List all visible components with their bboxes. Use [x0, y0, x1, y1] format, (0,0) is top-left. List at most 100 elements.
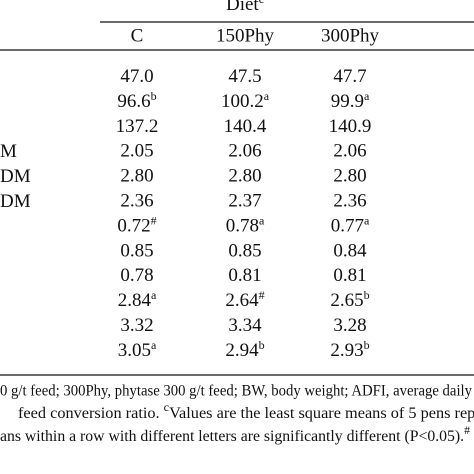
cell-value: 47.7 — [333, 66, 366, 87]
cell: 2.93b — [330, 338, 369, 362]
cell-value: 47.5 — [228, 66, 261, 87]
superscript: a — [264, 89, 270, 103]
cell-value: 2.64 — [225, 290, 259, 311]
row-label: DM — [0, 191, 31, 212]
superscript: b — [364, 288, 370, 302]
cell: 2.84a — [118, 288, 157, 312]
cell: 2.94b — [225, 338, 264, 362]
footnote: 0 g/t feed; 300Phy, phytase 300 g/t feed… — [0, 383, 472, 400]
cell: 0.81 — [333, 266, 366, 287]
cell-value: 0.78 — [120, 266, 153, 287]
cell: 0.81 — [228, 266, 261, 287]
cell-value: 137.2 — [116, 116, 159, 137]
superscript: b — [151, 89, 157, 103]
cell-value: 2.93 — [330, 340, 363, 361]
column-header: C — [131, 25, 144, 46]
cell-value: 0.81 — [228, 266, 261, 287]
column-header: 150Phy — [216, 25, 275, 46]
superscript: # — [464, 423, 470, 437]
cell: 2.65b — [330, 288, 369, 312]
cell-value: 2.37 — [228, 191, 261, 212]
cell: 100.2a — [221, 89, 270, 113]
superscript: c — [164, 400, 169, 414]
cell-value: 2.36 — [333, 191, 366, 212]
cell: 47.5 — [228, 66, 261, 87]
superscript: a — [364, 213, 370, 227]
cell-value: 0.81 — [333, 266, 366, 287]
cell: 2.05 — [120, 141, 153, 162]
cell: 0.84 — [333, 241, 367, 262]
cell-value: 2.06 — [333, 141, 366, 162]
cell: 2.36 — [333, 191, 366, 212]
cell: 0.85 — [120, 241, 153, 262]
footnote-text: ans within a row with different letters … — [0, 428, 464, 445]
footnote-text: Values are the least square means of 5 p… — [169, 405, 474, 422]
cell-value: 0.77 — [331, 216, 364, 237]
column-header: 300Phy — [321, 25, 380, 46]
cell: 0.85 — [228, 241, 261, 262]
cell-value: 96.6 — [117, 91, 150, 112]
cell: 140.9 — [329, 116, 372, 137]
superscript: # — [259, 288, 265, 302]
cell: 2.80 — [333, 166, 366, 187]
superscript: a — [364, 89, 370, 103]
group-header: Dietc — [226, 0, 264, 15]
cell-value: 3.34 — [228, 315, 262, 336]
superscript: # — [151, 213, 157, 227]
cell-value: 3.05 — [118, 340, 151, 361]
cell: 2.37 — [228, 191, 261, 212]
cell: 99.9a — [331, 89, 370, 113]
cell: 2.06 — [333, 141, 366, 162]
footnote: ans within a row with different letters … — [0, 423, 470, 445]
cell: 3.05a — [118, 338, 157, 362]
cell-value: 99.9 — [331, 91, 364, 112]
cell: 2.64# — [225, 288, 264, 312]
row-label: M — [0, 141, 17, 162]
cell: 3.32 — [120, 315, 153, 336]
cell-value: 2.80 — [120, 166, 153, 187]
cell-value: 0.84 — [333, 241, 367, 262]
cell-value: 0.78 — [226, 216, 259, 237]
cell-value: 140.4 — [224, 116, 267, 137]
cell-value: 3.28 — [333, 315, 366, 336]
superscript: b — [364, 338, 370, 352]
cell-value: 0.85 — [120, 241, 153, 262]
cell-value: 0.72 — [117, 216, 150, 237]
cell-value: 2.94 — [225, 340, 259, 361]
cell: 140.4 — [224, 116, 267, 137]
footnote: feed conversion ratio. cValues are the l… — [18, 400, 474, 422]
cell: 0.77a — [331, 213, 370, 237]
superscript: c — [259, 0, 264, 6]
cell-value: 0.85 — [228, 241, 261, 262]
cell: 96.6b — [117, 89, 156, 113]
cell: 47.7 — [333, 66, 366, 87]
cell-value: 2.80 — [333, 166, 366, 187]
cell: 137.2 — [116, 116, 159, 137]
superscript: a — [151, 288, 157, 302]
cell: 47.0 — [120, 66, 153, 87]
footnote-text: feed conversion ratio. — [18, 405, 164, 422]
cell-value: 2.80 — [228, 166, 261, 187]
cell-value: 2.65 — [330, 290, 363, 311]
cell: 2.80 — [120, 166, 153, 187]
cell-value: 2.06 — [228, 141, 261, 162]
cell: 3.34 — [228, 315, 262, 336]
cell: 0.78 — [120, 266, 153, 287]
cell-value: 2.84 — [118, 290, 152, 311]
cell-value: 2.36 — [120, 191, 153, 212]
cell: 2.36 — [120, 191, 153, 212]
superscript: a — [259, 213, 265, 227]
superscript: b — [259, 338, 265, 352]
group-label: Diet — [226, 0, 259, 15]
row-label: DM — [0, 166, 31, 187]
cell-value: 47.0 — [120, 66, 153, 87]
cell-value: 100.2 — [221, 91, 264, 112]
cell: 3.28 — [333, 315, 366, 336]
cell: 2.06 — [228, 141, 261, 162]
superscript: a — [151, 338, 157, 352]
cell: 2.80 — [228, 166, 261, 187]
cell: 0.72# — [117, 213, 156, 237]
cell-value: 3.32 — [120, 315, 153, 336]
